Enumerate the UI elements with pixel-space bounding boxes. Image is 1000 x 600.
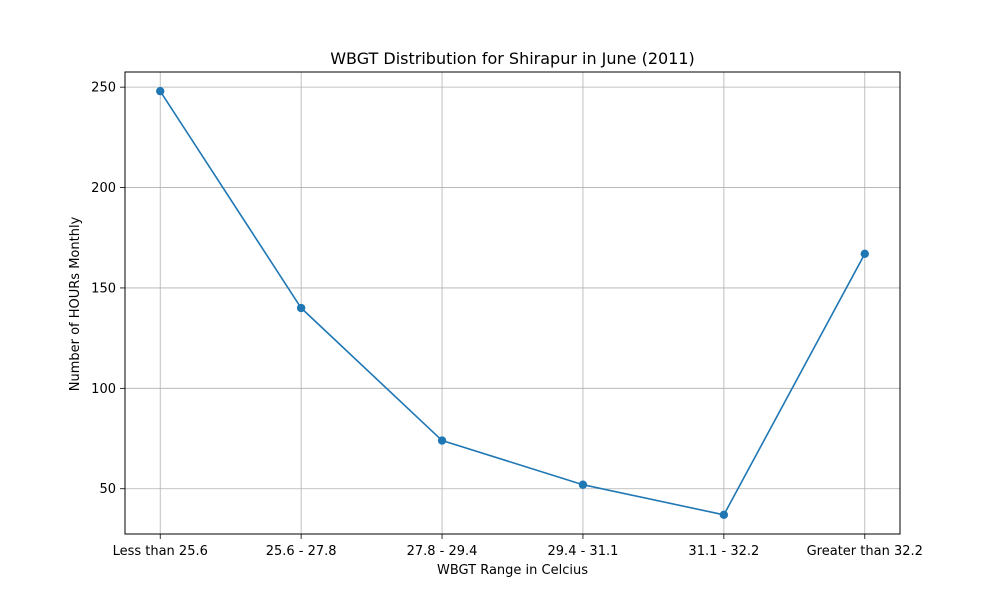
y-tick-label: 200 bbox=[91, 181, 116, 196]
series-line bbox=[159, 90, 866, 516]
data-point-marker bbox=[578, 480, 588, 489]
axis-ticks: Less than 25.6 25.6 - 27.8 27.8 - 29.4 29.4… bbox=[91, 81, 923, 559]
grid-lines bbox=[125, 72, 900, 534]
x-tick-label: 25.6 - 27.8 bbox=[266, 544, 337, 559]
x-tick-label: Less than 25.6 bbox=[113, 544, 208, 559]
x-tick-label: Greater than 32.2 bbox=[807, 544, 923, 559]
data-point-marker bbox=[296, 303, 306, 313]
plot-area-frame bbox=[124, 71, 901, 535]
data-point-marker bbox=[719, 510, 729, 520]
x-tick-label: 27.8 - 29.4 bbox=[407, 544, 478, 559]
y-axis-label: Number of HOURs Monthly bbox=[68, 216, 83, 391]
x-tick-label: 29.4 - 31.1 bbox=[548, 544, 619, 559]
data-point-marker bbox=[156, 86, 165, 96]
y-tick-label: 100 bbox=[91, 382, 116, 397]
data-point-marker bbox=[860, 249, 869, 259]
x-tick-label: 31.1 - 32.2 bbox=[688, 544, 759, 559]
data-point-marker bbox=[437, 436, 447, 445]
y-tick-label: 50 bbox=[99, 482, 116, 497]
y-tick-label: 250 bbox=[91, 81, 116, 96]
chart-title: WBGT Distribution for Shirapur in June (… bbox=[330, 49, 695, 68]
series-layer bbox=[156, 86, 869, 520]
x-axis-label: WBGT Range in Celcius bbox=[437, 563, 588, 578]
y-tick-label: 150 bbox=[91, 281, 116, 296]
